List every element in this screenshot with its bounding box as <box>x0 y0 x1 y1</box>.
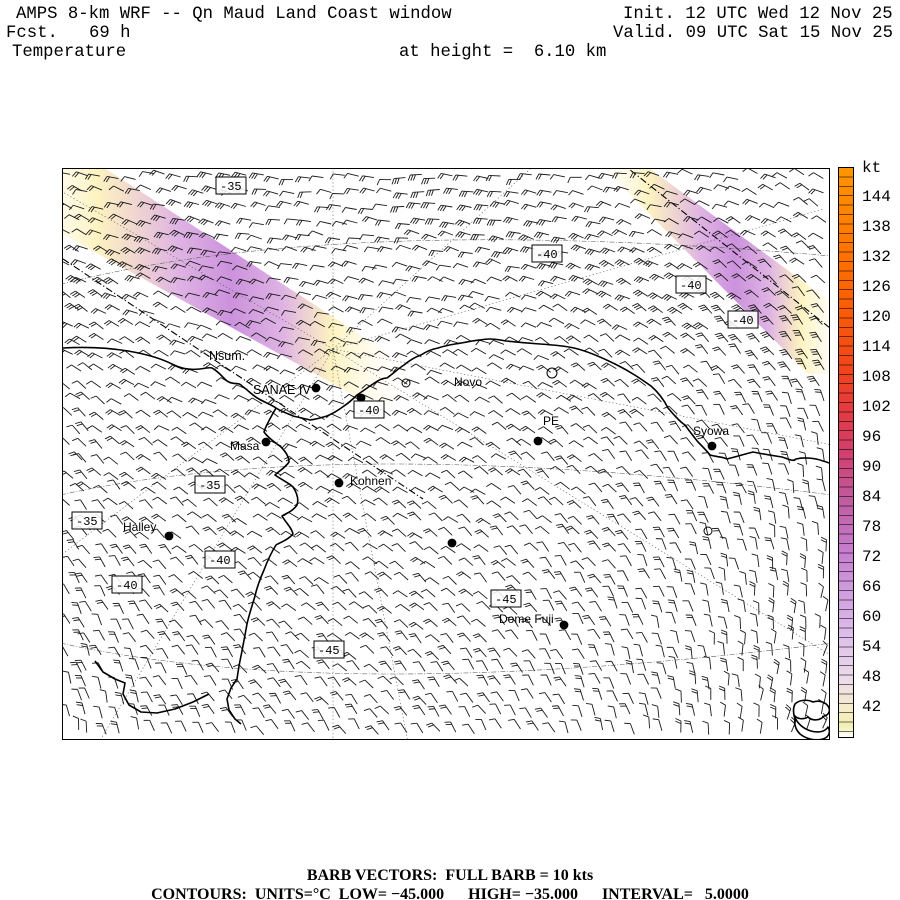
svg-text:-35: -35 <box>199 479 221 493</box>
svg-text:-40: -40 <box>116 579 138 593</box>
svg-text:SANAE IV: SANAE IV <box>253 383 311 397</box>
svg-text:Dome Fuji: Dome Fuji <box>499 612 554 626</box>
svg-text:-45: -45 <box>318 644 340 658</box>
svg-text:Syowa: Syowa <box>693 424 729 438</box>
svg-text:-40: -40 <box>536 248 558 262</box>
svg-text:Novo: Novo <box>454 375 482 389</box>
svg-text:PE: PE <box>543 414 559 428</box>
svg-text:Masa: Masa <box>230 439 260 453</box>
svg-text:-45: -45 <box>495 593 517 607</box>
svg-text:-40: -40 <box>209 554 231 568</box>
svg-text:-40: -40 <box>732 314 754 328</box>
svg-text:-35: -35 <box>220 180 242 194</box>
svg-text:-40: -40 <box>680 279 702 293</box>
svg-text:-40: -40 <box>358 404 380 418</box>
svg-text:Nsum.: Nsum. <box>209 349 245 363</box>
svg-text:-35: -35 <box>76 515 98 529</box>
svg-text:Halley: Halley <box>123 520 156 534</box>
svg-text:Kohnen: Kohnen <box>350 474 391 488</box>
